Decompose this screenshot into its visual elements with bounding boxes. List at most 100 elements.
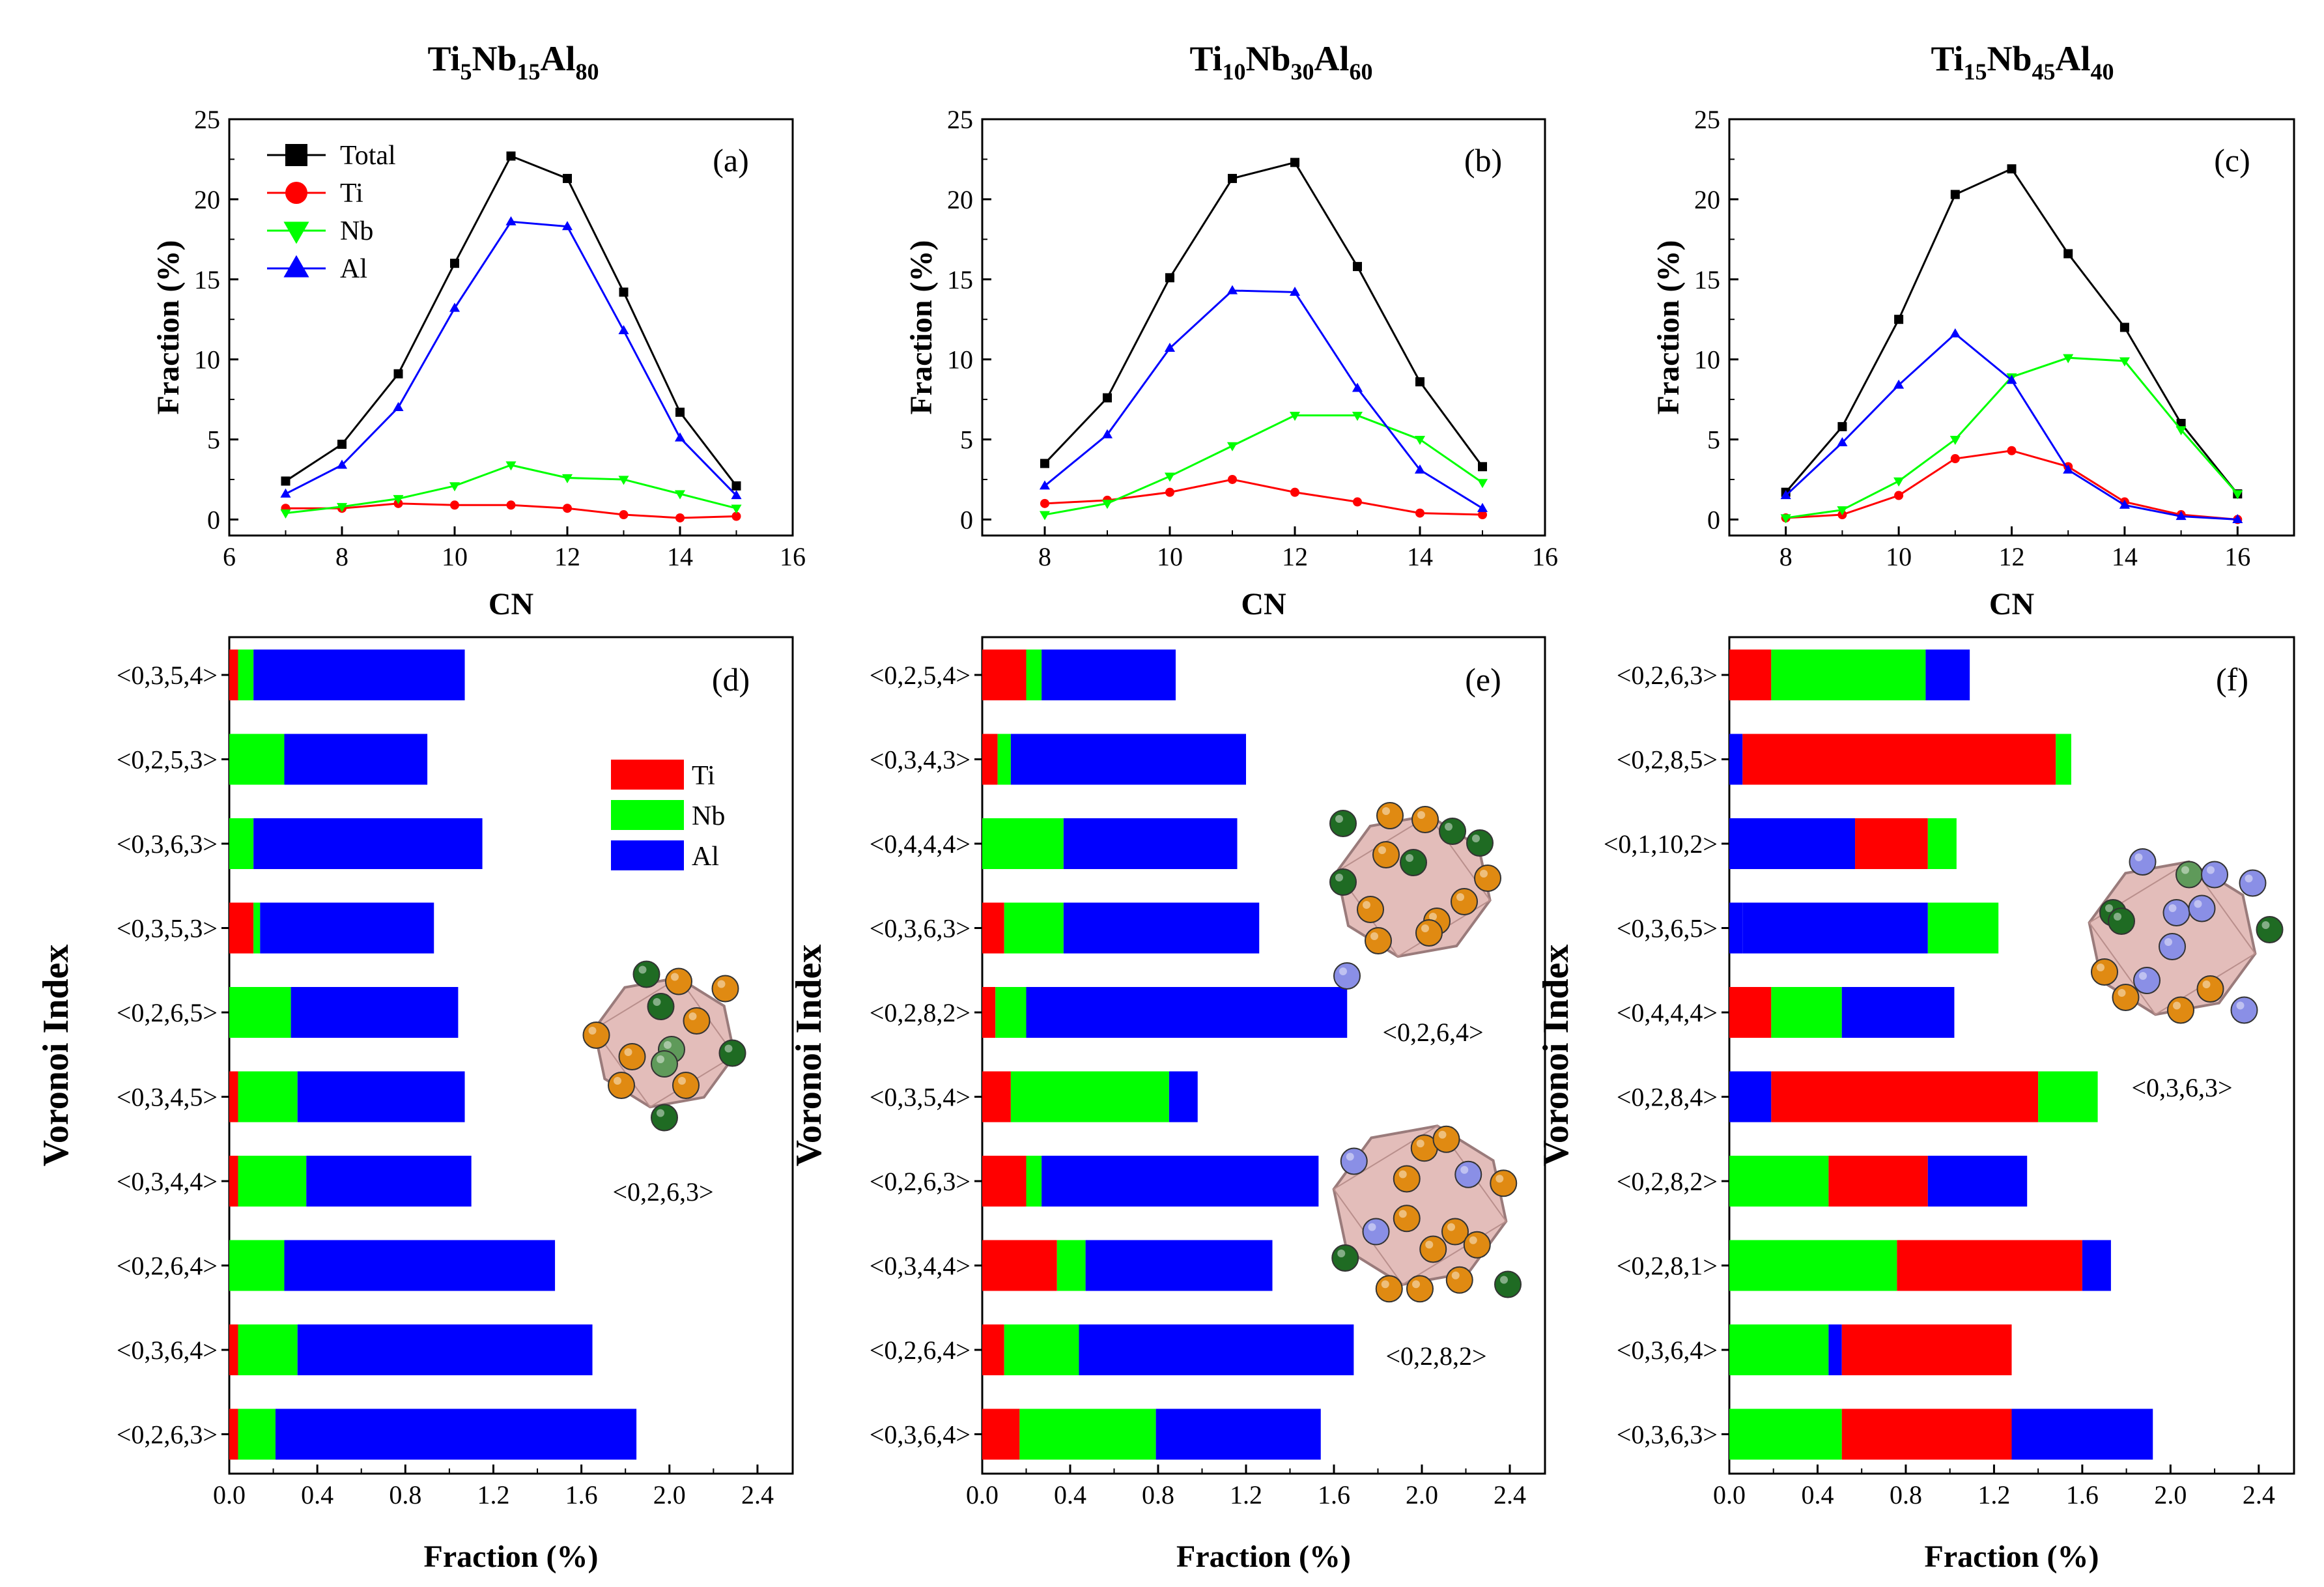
- atom-highlight: [1429, 913, 1437, 921]
- bar-segment-nb: [1729, 1408, 1842, 1460]
- y-tick-label: <0,3,4,3>: [870, 745, 971, 775]
- legend-swatch-al: [611, 840, 684, 870]
- data-point-al: [2175, 511, 2187, 521]
- data-point-total: [563, 173, 572, 183]
- data-point-al: [280, 488, 291, 498]
- data-point-al: [393, 401, 404, 411]
- atom-highlight: [688, 1012, 697, 1020]
- title-element: Nb: [1246, 39, 1291, 78]
- bar-segment-al: [2011, 1408, 2153, 1460]
- y-axis-label: Voronoi Index: [36, 945, 76, 1167]
- panel-label: (a): [713, 142, 749, 179]
- data-point-al: [618, 325, 629, 335]
- atom-highlight: [664, 1041, 672, 1049]
- atom-sphere: [2159, 933, 2186, 960]
- atom-sphere: [1490, 1169, 1518, 1197]
- atom-sphere: [2175, 861, 2203, 889]
- atom-highlight: [1337, 1250, 1346, 1257]
- bar-segment-al: [260, 902, 434, 954]
- atom-sphere: [2162, 899, 2190, 926]
- atom-highlight: [1382, 807, 1390, 815]
- bar-segment-al: [253, 650, 465, 700]
- legend-label: Total: [340, 141, 396, 171]
- data-point-ti: [1478, 510, 1487, 520]
- bar-segment-ti: [1742, 734, 2056, 785]
- y-tick-label: <0,3,6,5>: [1617, 914, 1718, 943]
- atom-sphere: [1415, 919, 1443, 947]
- y-tick-label: 25: [194, 105, 220, 134]
- atom-highlight: [1335, 874, 1343, 881]
- data-point-al: [1289, 287, 1301, 296]
- atom-sphere: [651, 1050, 678, 1078]
- atom-sphere: [582, 1022, 610, 1049]
- polyhedron-edges: [2088, 861, 2256, 1016]
- bar-segment-ti: [1729, 987, 1772, 1038]
- bar-segment-nb: [238, 1071, 298, 1122]
- atom-sphere: [711, 975, 739, 1003]
- bar-segment-al: [1010, 734, 1246, 785]
- data-point-nb: [1352, 412, 1363, 422]
- atom-sphere: [1333, 962, 1361, 990]
- bar-chart-d: 0.0 0.4 0.8 1.2 1.6 2.0 2.4 Fraction (%) Voronoi…: [36, 636, 794, 1574]
- structure-label: <0,2,8,2>: [1385, 1341, 1486, 1371]
- x-tick-label: 0.0: [1713, 1480, 1746, 1509]
- data-point-total: [281, 476, 290, 486]
- bar-segment-ti: [1841, 1408, 2012, 1460]
- x-tick-label: 14: [667, 542, 693, 571]
- atom-highlight: [638, 965, 647, 974]
- structure-label: <0,3,6,3>: [2131, 1073, 2232, 1102]
- y-axis-label: Fraction (%): [151, 240, 186, 415]
- data-point-nb: [1101, 500, 1113, 509]
- atom-sphere: [1331, 1244, 1359, 1272]
- atom-sphere: [1474, 865, 1501, 892]
- x-tick-label: 16: [2224, 542, 2250, 571]
- atom-highlight: [1438, 1130, 1447, 1139]
- bar-segment-al: [284, 734, 428, 785]
- bar-segment-ti: [982, 1156, 1027, 1207]
- atom-sphere: [2112, 984, 2140, 1011]
- data-point-nb: [561, 474, 573, 483]
- data-point-al: [1164, 343, 1176, 352]
- x-tick-label: 0.4: [301, 1480, 333, 1509]
- bar-segment-al: [1085, 1240, 1273, 1291]
- atom-highlight: [1339, 967, 1347, 975]
- x-tick-label: 14: [2112, 542, 2138, 571]
- column-title: Ti5Nb15Al80: [427, 39, 599, 85]
- data-point-total: [1040, 459, 1049, 468]
- atom-sphere: [1362, 1218, 1390, 1246]
- data-point-al: [1949, 328, 1961, 337]
- data-point-ti: [1290, 487, 1299, 497]
- data-point-nb: [1837, 506, 1848, 516]
- atom-highlight: [1368, 1223, 1376, 1231]
- bar-segment-ti: [1729, 650, 1772, 700]
- data-point-nb: [1164, 472, 1176, 482]
- atom-sphere: [618, 1043, 646, 1070]
- bar-segment-nb: [1026, 650, 1042, 700]
- x-axis-label: Fraction (%): [424, 1539, 599, 1574]
- y-tick-label: 15: [194, 265, 220, 294]
- atom-highlight: [1447, 1223, 1455, 1231]
- title-element: Al: [2056, 39, 2091, 78]
- atom-highlight: [1363, 901, 1370, 909]
- legend-marker-ti: [285, 182, 307, 204]
- legend-marker-total: [285, 144, 307, 166]
- atom-sphere: [2196, 975, 2224, 1003]
- x-tick-label: 0.0: [213, 1480, 246, 1509]
- data-point-total: [1165, 273, 1174, 283]
- data-point-nb: [2063, 354, 2074, 364]
- y-tick-label: 15: [947, 265, 973, 294]
- atom-highlight: [2181, 866, 2189, 874]
- bar-segment-al: [284, 1240, 556, 1291]
- y-tick-label: <0,3,4,4>: [117, 1167, 218, 1196]
- x-tick-label: 1.6: [2066, 1480, 2099, 1509]
- atom-sphere: [1329, 810, 1357, 837]
- y-tick-label: <0,3,4,4>: [870, 1251, 971, 1281]
- panel-label: (f): [2216, 661, 2248, 698]
- bar-segment-nb: [1771, 650, 1926, 700]
- atom-highlight: [717, 980, 726, 988]
- data-point-ti: [1415, 508, 1424, 518]
- structure-cluster-e-top: [1329, 802, 1501, 990]
- bar-segment-al: [1927, 1156, 2028, 1207]
- data-point-nb: [2119, 357, 2130, 367]
- x-tick-label: 2.0: [1406, 1480, 1438, 1509]
